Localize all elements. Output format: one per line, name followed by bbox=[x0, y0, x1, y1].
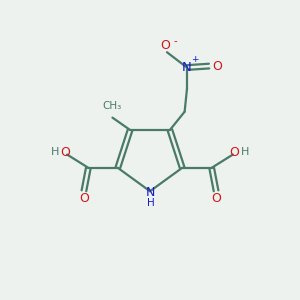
Text: H: H bbox=[51, 147, 59, 157]
Text: O: O bbox=[79, 192, 89, 205]
Text: +: + bbox=[191, 55, 198, 64]
Text: O: O bbox=[212, 60, 222, 73]
Text: O: O bbox=[61, 146, 70, 159]
Text: O: O bbox=[230, 146, 239, 159]
Text: N: N bbox=[182, 61, 192, 74]
Text: N: N bbox=[146, 186, 155, 199]
Text: H: H bbox=[241, 147, 249, 157]
Text: O: O bbox=[211, 192, 221, 205]
Text: O: O bbox=[160, 39, 170, 52]
Text: CH₃: CH₃ bbox=[103, 101, 122, 111]
Text: H: H bbox=[147, 198, 154, 208]
Text: -: - bbox=[173, 36, 177, 46]
